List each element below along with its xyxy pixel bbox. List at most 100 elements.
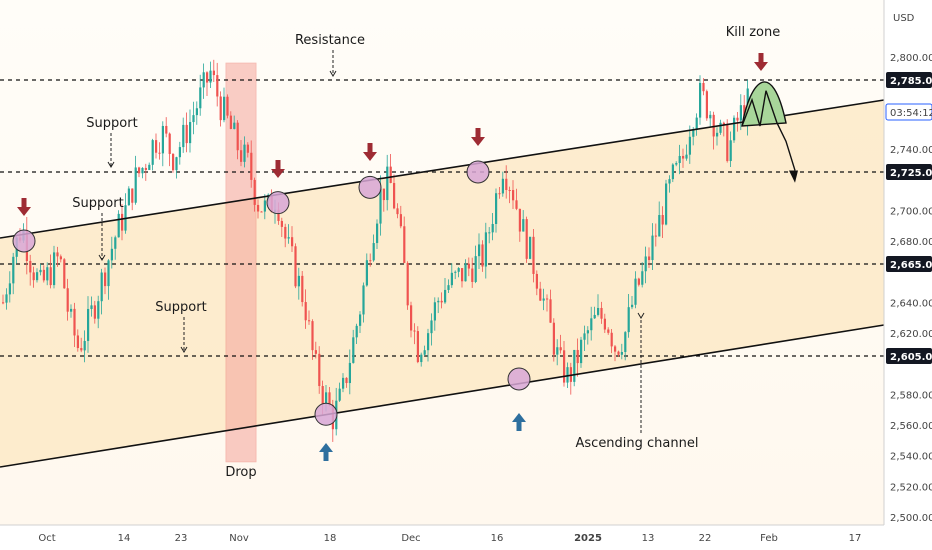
candle-body [712,114,715,137]
candle-body [144,167,147,170]
y-axis-ticks: 2,500.000 2,520.000 2,540.000 2,560.000 2,58… [890,53,932,524]
candle-body [461,268,464,282]
candle-body [437,300,440,303]
candle-body [49,267,52,286]
candle-body [73,308,76,336]
candle-body [87,308,90,341]
currency-label: USD [893,13,915,24]
candle-body [695,117,698,130]
candle-body [189,122,192,144]
candle-body [246,144,249,153]
candle-body [556,347,559,355]
candle-body [257,204,260,212]
current-price-bg [885,103,932,121]
candle-body [603,318,606,330]
candle-body [651,235,654,261]
candle-body [447,285,450,290]
candle-body [624,332,627,352]
level-tag-bg-0 [886,72,932,88]
candle-body [382,188,385,201]
candle-body [631,304,634,308]
candle-body [328,392,331,406]
candle-body [185,124,188,144]
candle-body [484,232,487,267]
candle-body [114,237,117,249]
y-tick-label: 2,640.000 [890,298,932,309]
y-tick-label: 2,520.000 [890,482,932,493]
candle-body [658,215,661,237]
candle-body [39,269,42,273]
candle-body [233,122,236,129]
candle-body [610,332,613,347]
candle-body [63,259,66,289]
candle-body [321,386,324,405]
level-tag-bg-2 [886,256,932,272]
candle-body [161,125,164,154]
y-tick-label: 2,580.000 [890,390,932,401]
resistance-label: Resistance [295,33,365,48]
x-tick-label: 23 [175,533,188,544]
candle-body [488,232,491,234]
candle-body [355,325,358,338]
level-tag-label-1: 2,725.000 [890,168,932,179]
candle-body [141,167,144,174]
candle-body [263,200,266,212]
candle-body [593,314,596,319]
candle-body [457,268,460,272]
candle-body [671,164,674,180]
candle-body [219,96,222,121]
candle-body [175,157,178,171]
candle-body [726,125,729,162]
candle-body [301,275,304,303]
candle-body [151,140,154,165]
candle-body [481,244,484,267]
candle-body [661,215,664,225]
candle-body [117,213,120,238]
y-tick-label: 2,500.000 [890,513,932,524]
candle-body [688,136,691,155]
candle-body [90,305,93,309]
level-lines [0,79,884,357]
candle-body [2,302,5,304]
current-price-tag: 03:54:12 [885,103,932,121]
y-tick-label: 2,700.000 [890,206,932,217]
bull-arrow-head [512,413,526,422]
x-tick-label: 14 [118,533,131,544]
candle-body [66,288,69,312]
candle-body [464,263,467,282]
candle-body [277,209,280,221]
candle-body [539,288,542,301]
candle-body [709,114,712,119]
candle-body [552,322,555,355]
candle-body [348,362,351,384]
candle-body [620,351,623,355]
bull-arrow-stem [516,421,522,431]
x-tick-label: 17 [849,533,862,544]
support-label-1: Support [86,116,137,131]
candle-body [719,122,722,133]
candle-body [699,82,702,118]
price-axis [884,0,932,550]
candle-body [311,321,314,351]
candle-body [212,70,215,76]
candle-body [454,271,457,273]
x-axis-ticks: Oct 14 23 Nov 18 Dec 16 2025 13 22 Feb 17 [38,533,861,544]
current-price-text: 03:54:12 [890,108,932,119]
candle-body [614,346,617,352]
candle-body [471,268,474,282]
candle-body [379,188,382,224]
bear-arrow-head [271,169,285,178]
candle-body [410,305,413,331]
candle-body [665,183,668,225]
candle-body [308,320,311,322]
candle-body [318,353,321,387]
candle-body [600,307,603,319]
candle-body [32,272,35,281]
candle-body [399,214,402,227]
candle-body [440,300,443,303]
bear-arrow-head [17,207,31,216]
candle-body [236,122,239,151]
candle-body [583,333,586,340]
x-tick-label: Nov [229,533,249,544]
candle-body [359,314,362,326]
